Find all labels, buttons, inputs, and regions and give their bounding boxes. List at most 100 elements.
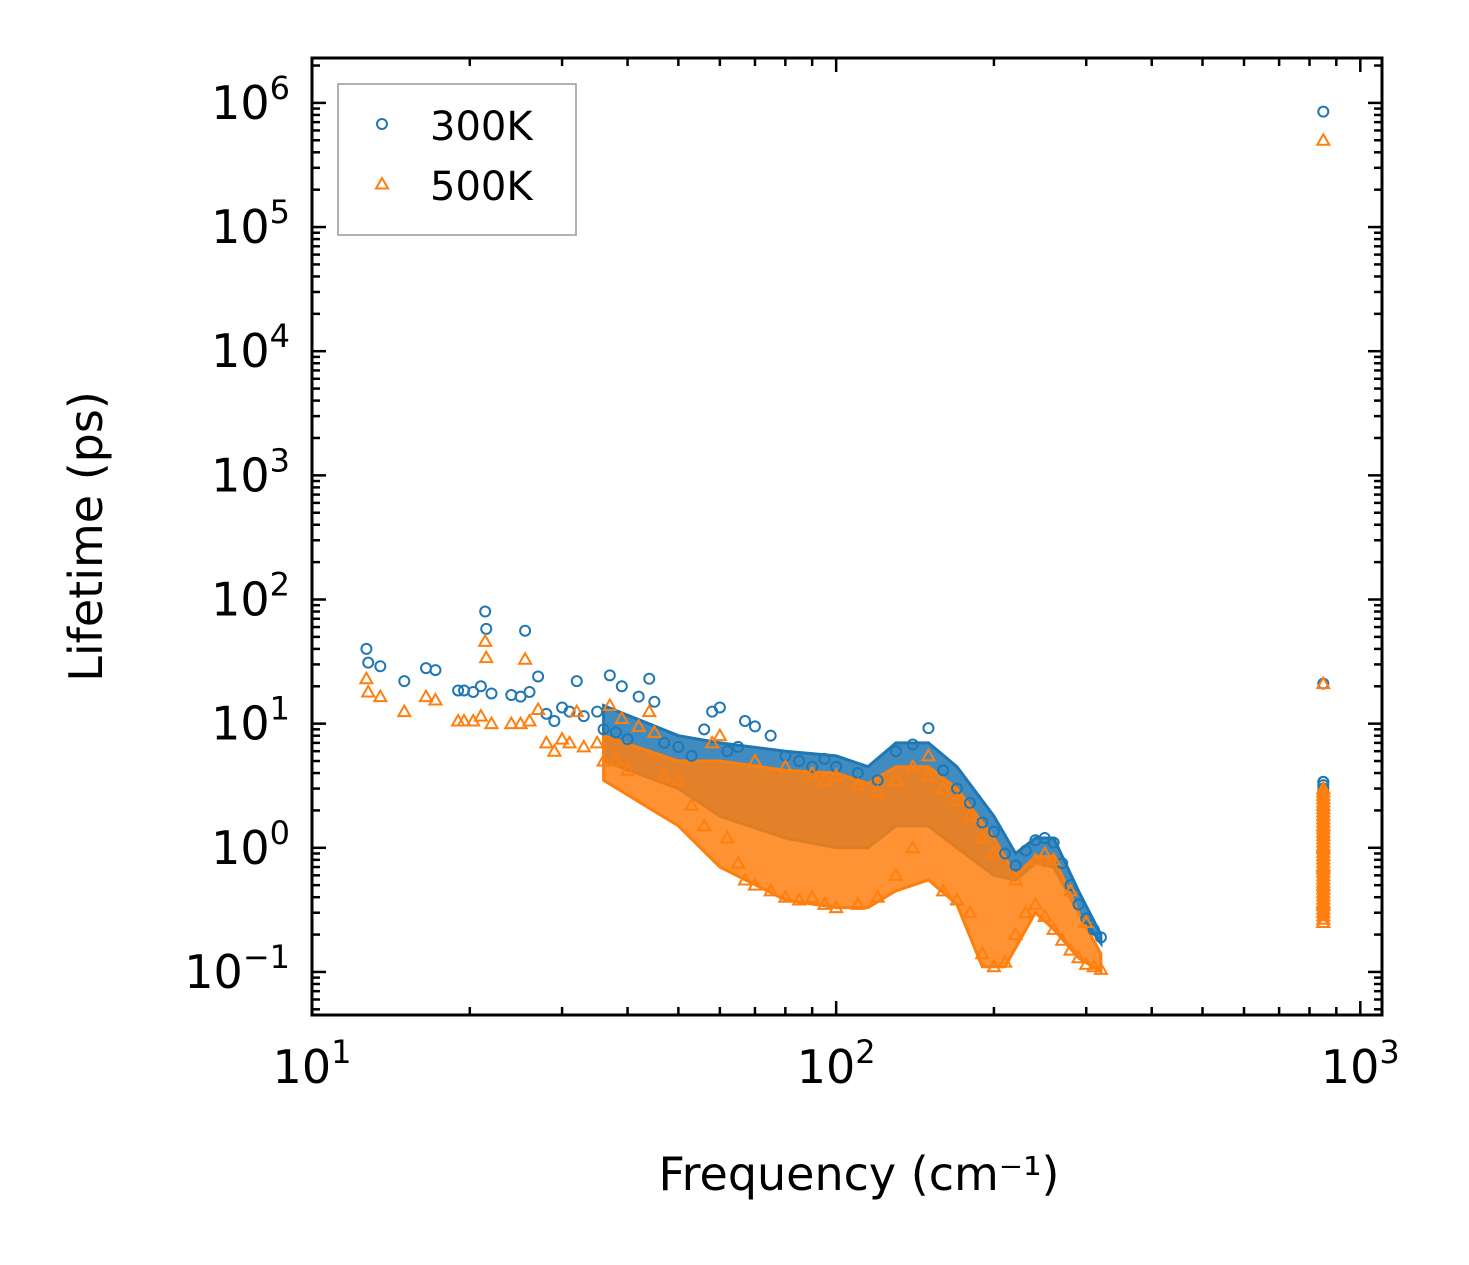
legend-marker	[374, 175, 390, 190]
data-point	[1315, 897, 1332, 912]
data-point	[818, 752, 831, 765]
data-points	[358, 105, 1332, 975]
data-point	[505, 689, 518, 702]
data-point	[737, 872, 753, 886]
data-point	[804, 765, 820, 779]
data-point	[1027, 851, 1044, 866]
data-point	[576, 738, 592, 753]
data-point	[1037, 845, 1053, 859]
x-tick-label: 103	[1321, 1033, 1400, 1094]
data-point	[949, 792, 965, 807]
data-point	[1315, 840, 1332, 855]
data-point	[360, 642, 373, 655]
y-tick-label: 101	[211, 690, 290, 751]
data-point	[920, 747, 937, 762]
data-point	[1080, 912, 1093, 925]
data-point	[569, 703, 585, 718]
data-point	[762, 882, 779, 897]
data-point	[519, 624, 532, 637]
data-point	[479, 605, 492, 618]
data-point	[869, 889, 886, 903]
data-point	[1027, 896, 1044, 910]
x-tick-label: 102	[797, 1033, 876, 1094]
data-point	[1315, 860, 1332, 875]
data-point	[670, 772, 687, 786]
data-point	[656, 767, 673, 782]
data-point	[1315, 793, 1332, 808]
data-point	[1078, 956, 1094, 970]
data-point	[1037, 908, 1053, 922]
data-point	[1062, 882, 1079, 897]
data-point	[514, 690, 527, 703]
data-point	[816, 896, 833, 910]
data-point	[1317, 105, 1330, 118]
data-point	[630, 718, 647, 732]
data-point	[869, 784, 886, 798]
data-point	[483, 715, 500, 730]
data-point	[546, 743, 563, 757]
legend-item-500K: 500K	[374, 164, 534, 210]
data-point	[548, 715, 561, 728]
data-point	[793, 755, 806, 768]
data-point	[696, 817, 712, 832]
data-point	[1315, 854, 1332, 868]
data-point	[888, 772, 904, 786]
data-point	[1315, 837, 1332, 852]
data-point	[1315, 780, 1332, 795]
data-point	[850, 777, 866, 791]
data-point	[609, 726, 622, 739]
data-point	[672, 740, 685, 753]
data-point	[1315, 874, 1332, 888]
data-point	[591, 705, 604, 718]
data-point	[1038, 831, 1051, 844]
data-point	[1094, 931, 1107, 944]
data-point	[1315, 857, 1332, 872]
data-point	[1018, 904, 1034, 919]
data-point	[396, 703, 413, 718]
y-tick-label: 10−1	[184, 938, 290, 999]
tick-labels: 101 102 103 10−1 100 101 102 103 104 105 106	[184, 69, 1399, 1094]
data-point	[732, 740, 745, 753]
data-point	[643, 672, 656, 685]
data-point	[999, 847, 1012, 860]
plot-frame	[310, 56, 1384, 1017]
data-point	[1085, 958, 1102, 973]
data-point	[1315, 864, 1332, 878]
data-point	[1315, 675, 1332, 690]
data-point	[452, 684, 465, 697]
data-point	[597, 723, 610, 736]
data-point	[358, 670, 375, 685]
data-point	[905, 758, 921, 773]
data-point	[523, 685, 536, 698]
legend-label: 500K	[430, 164, 534, 210]
data-point	[360, 683, 376, 698]
data-point	[888, 867, 904, 881]
data-point	[419, 662, 432, 675]
data-point	[889, 745, 902, 758]
y-tick-label: 104	[211, 317, 290, 378]
data-point	[1045, 921, 1062, 935]
data-point	[418, 688, 434, 703]
data-point	[1315, 790, 1332, 805]
data-point	[485, 687, 498, 700]
y-tick-label: 105	[211, 193, 290, 254]
data-point	[804, 889, 820, 903]
data-point	[456, 713, 472, 727]
data-point	[974, 945, 990, 960]
data-point	[1315, 881, 1332, 895]
data-point	[648, 695, 661, 708]
data-point	[1093, 961, 1109, 975]
density-bands	[602, 703, 1103, 975]
data-point	[806, 760, 819, 773]
data-point	[986, 845, 1002, 859]
data-point	[658, 736, 671, 749]
data-point	[828, 767, 844, 782]
data-point	[480, 622, 493, 635]
data-point	[1315, 867, 1332, 882]
data-point	[1315, 824, 1332, 838]
data-point	[1315, 814, 1332, 828]
y-tick-label: 102	[211, 566, 290, 627]
data-point	[1072, 898, 1085, 911]
data-point	[949, 891, 965, 906]
